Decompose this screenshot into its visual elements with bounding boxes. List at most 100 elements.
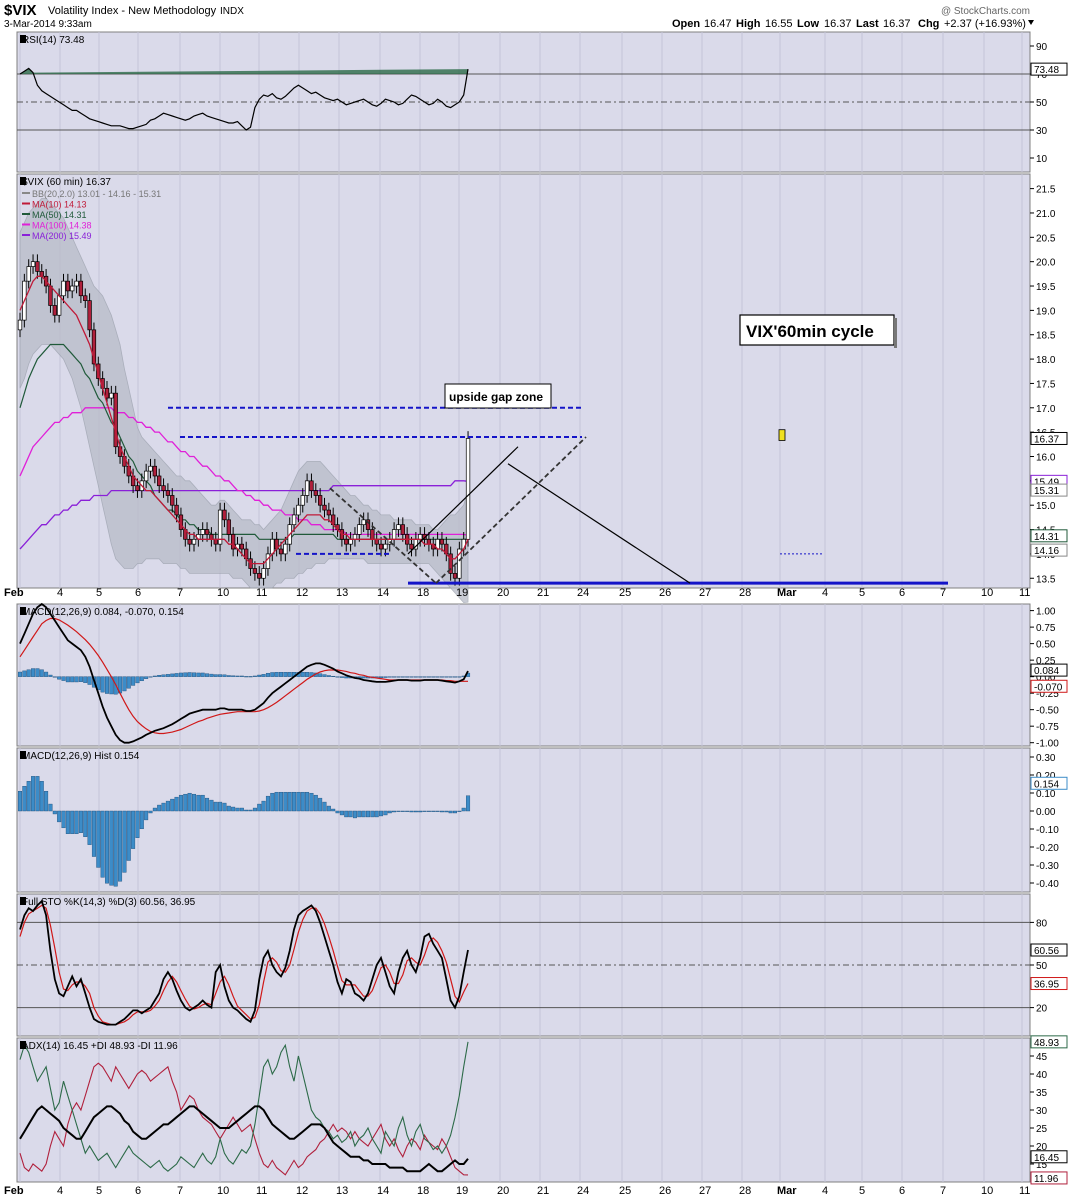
candle-body	[78, 280, 84, 297]
hist-bar	[205, 797, 210, 812]
hist-bar	[279, 791, 284, 812]
price-y-tick-label: 21.0	[1036, 209, 1056, 220]
hist-bar	[187, 792, 192, 812]
candle-body	[252, 568, 258, 574]
cycle-label: VIX'60min cycle	[746, 322, 874, 341]
x-axis-label: 21	[537, 587, 549, 599]
macd-histogram-bar	[339, 676, 344, 678]
x-axis-label: 28	[739, 1185, 751, 1197]
candle-body	[313, 490, 318, 496]
adx-panel-background	[16, 1037, 1031, 1183]
x-axis-label: Mar	[777, 587, 797, 599]
hist-bar	[457, 810, 462, 812]
candle-body	[113, 392, 118, 448]
macd-histogram-bar	[87, 676, 92, 685]
price-value-label-box	[1030, 529, 1068, 543]
candle-body	[83, 295, 88, 301]
candle-body	[170, 495, 175, 506]
last-candle-marker	[778, 429, 786, 441]
candle-body	[217, 509, 223, 545]
candle-body	[326, 509, 331, 516]
macd-histogram-bar	[135, 676, 140, 684]
gap-zone-label-box	[444, 383, 552, 409]
x-axis-label: 7	[177, 1185, 183, 1197]
hist-y-tick-label: -0.30	[1036, 861, 1059, 872]
hist-bar	[348, 810, 353, 818]
candle-body	[365, 519, 371, 530]
macd-histogram-bar	[205, 673, 210, 677]
price-y-tick-label: 19.0	[1036, 306, 1056, 317]
macd-histogram-bar	[52, 676, 57, 678]
x-axis-label: 20	[497, 587, 509, 599]
macd-histogram-bar	[152, 675, 157, 677]
macd-histogram-bar	[439, 676, 444, 678]
candle-body	[26, 266, 31, 282]
macd-histogram-bar	[435, 676, 440, 678]
hist-y-tick-label: 0.30	[1036, 753, 1056, 764]
hist-bar	[83, 810, 88, 837]
macd-histogram-bar	[300, 672, 305, 677]
candle-body	[74, 280, 79, 287]
candle-body	[361, 519, 366, 526]
price-y-tick-label: 20.5	[1036, 233, 1056, 244]
hist-bar	[400, 810, 405, 812]
candle-body	[17, 319, 23, 331]
macd-histogram-bar	[157, 675, 162, 677]
x-axis-label: 19	[456, 587, 468, 599]
adx-value-label: 48.93	[1034, 1038, 1059, 1049]
legend-entry: MA(100) 14.38	[32, 221, 92, 231]
hist-value-label-box	[1030, 776, 1068, 790]
hist-bar	[226, 805, 231, 812]
legend-entry: MA(50) 14.31	[32, 210, 87, 220]
watermark: @ StockCharts.com	[941, 6, 1030, 17]
macd-histogram-bar	[344, 676, 349, 679]
hist-bar	[100, 810, 105, 878]
hist-bar	[370, 810, 375, 818]
price-y-tick-label: 17.0	[1036, 404, 1056, 415]
x-axis-label: 26	[659, 1185, 671, 1197]
x-axis-label: 13	[336, 587, 348, 599]
macd-histogram-bar	[252, 675, 257, 677]
macd-histogram-bar	[235, 675, 240, 677]
macd-histogram-bar	[248, 676, 253, 678]
hist-bar	[209, 799, 214, 812]
x-axis-label: 6	[135, 1185, 141, 1197]
candle-body	[348, 538, 353, 545]
macd-y-tick-label: -0.50	[1036, 706, 1059, 717]
candle-body	[396, 524, 401, 530]
hist-bar	[361, 810, 366, 818]
hist-bar	[409, 810, 414, 813]
candle-body	[265, 553, 271, 569]
x-axis-label: 11	[256, 1185, 267, 1197]
candle-body	[39, 271, 44, 277]
rsi-legend-swatch	[20, 35, 26, 43]
hist-bar	[448, 810, 453, 814]
hist-bar	[70, 810, 75, 834]
macd-histogram-bar	[48, 674, 53, 677]
macd-histogram-bar	[426, 676, 431, 678]
candle-body	[178, 514, 184, 530]
hist-bar	[74, 810, 79, 834]
macd-histogram-bar	[422, 676, 427, 678]
macd-value-label-box	[1030, 679, 1068, 693]
candle-body	[165, 490, 171, 496]
macd-histogram-bar	[457, 676, 462, 678]
hist-panel-background	[16, 747, 1031, 893]
hist-y-tick-label: 0.10	[1036, 789, 1056, 800]
hist-bar	[335, 810, 340, 814]
price-y-tick-label: 21.5	[1036, 185, 1056, 196]
candle-body	[48, 285, 53, 306]
x-axis-label: 4	[57, 1185, 63, 1197]
macd-histogram-bar	[18, 671, 23, 677]
candle-body	[378, 543, 384, 550]
candle-body	[261, 568, 266, 579]
candle-body	[239, 543, 245, 550]
x-axis-label: 26	[659, 587, 671, 599]
dropdown-arrow-icon[interactable]	[1028, 20, 1034, 25]
hist-bar	[309, 792, 314, 812]
hist-bar	[374, 810, 379, 818]
hist-bar	[344, 810, 349, 818]
hist-y-tick-label: -0.10	[1036, 825, 1059, 836]
candle-body	[213, 538, 218, 545]
price-y-tick-label: 19.5	[1036, 282, 1056, 293]
